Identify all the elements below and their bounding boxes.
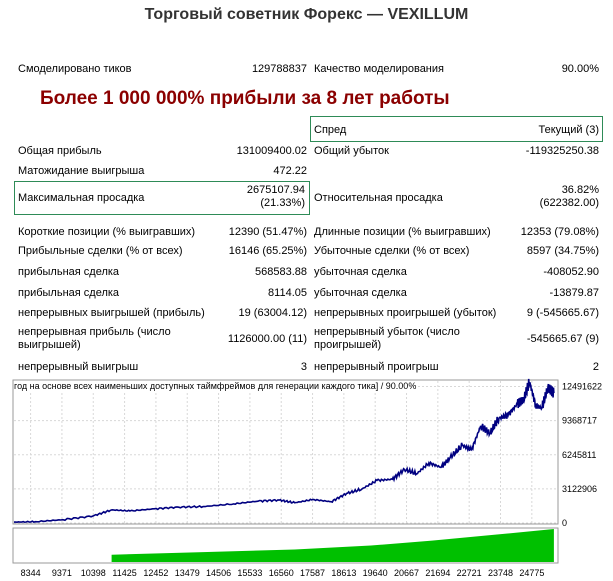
avg-profit-value: 8114.05 — [268, 287, 307, 299]
x-tick-label: 16560 — [269, 568, 294, 578]
rel-drawdown-label: Относительная просадка — [314, 192, 443, 204]
x-tick-label: 12452 — [143, 568, 168, 578]
spread-label: Спред — [314, 124, 347, 136]
quality-value: 90.00% — [561, 63, 599, 75]
expected-payoff-label: Матожидание выигрыша — [18, 165, 145, 177]
x-tick-label: 8344 — [21, 568, 41, 578]
max-cons-profit-value: 1126000.00 (11) — [227, 333, 307, 345]
x-tick-label: 13479 — [175, 568, 200, 578]
max-cons-profit-label-line1: непрерывная прибыль (число — [18, 326, 171, 338]
gross-profit-value: 131009400.02 — [236, 145, 307, 157]
chart-caption: год на основе всех наименьших доступных … — [14, 381, 417, 391]
page-title: Торговый советник Форекс — VEXILLUM — [144, 6, 469, 23]
ticks-value: 129788837 — [251, 63, 307, 75]
y-tick-label: 6245811 — [562, 450, 596, 460]
max-cons-loss-value: -545665.67 (9) — [526, 333, 599, 345]
y-tick-label: 12491622 — [562, 382, 602, 392]
max-drawdown-percent: (21.33%) — [260, 197, 305, 209]
x-tick-label: 9371 — [52, 568, 72, 578]
x-tick-label: 18613 — [331, 568, 356, 578]
volume-area — [111, 529, 554, 562]
y-tick-label: 3122906 — [562, 484, 597, 494]
max-cons-profit-label-line2: выигрышей) — [18, 339, 81, 351]
largest-loss-label: убыточная сделка — [314, 266, 407, 278]
expected-payoff-value: 472.22 — [273, 165, 307, 177]
x-tick-label: 22721 — [457, 568, 482, 578]
gross-profit-label: Общая прибыль — [18, 145, 102, 157]
ticks-label: Смоделировано тиков — [18, 63, 132, 75]
rel-drawdown-value: (622382.00) — [539, 197, 599, 209]
x-tick-label: 19640 — [363, 568, 388, 578]
gross-loss-label: Общий убыток — [314, 145, 389, 157]
x-tick-label: 23748 — [488, 568, 513, 578]
x-tick-label: 10398 — [81, 568, 106, 578]
x-tick-label: 20667 — [394, 568, 419, 578]
quality-label: Качество моделирования — [314, 63, 444, 75]
max-drawdown-value: 2675107.94 — [246, 184, 305, 196]
avg-cons-wins-value: 3 — [300, 361, 307, 373]
largest-loss-value: -408052.90 — [543, 266, 599, 278]
spread-box — [310, 116, 603, 142]
y-tick-label: 9368717 — [562, 416, 597, 426]
x-tick-label: 24775 — [519, 568, 544, 578]
max-cons-loss-label-line2: проигрышей) — [314, 339, 382, 351]
max-drawdown-box — [14, 181, 310, 215]
spread-value: Текущий (3) — [538, 124, 600, 136]
avg-cons-losses-label: непрерывный проигрыш — [314, 361, 439, 373]
avg-loss-label: убыточная сделка — [314, 287, 407, 299]
long-positions-label: Длинные позиции (% выигравших) — [314, 226, 491, 238]
short-positions-value: 12390 (51.47%) — [228, 226, 307, 238]
loss-trades-value: 8597 (34.75%) — [526, 245, 599, 257]
avg-profit-label: прибыльная сделка — [18, 287, 120, 299]
balance-chart: 12491622 9368717 6245811 3122906 0 8344 9371 1… — [12, 378, 602, 578]
rel-drawdown-percent: 36.82% — [561, 184, 599, 196]
loss-trades-label: Убыточные сделки (% от всех) — [314, 245, 470, 257]
max-cons-losses-label: непрерывных проигрышей (убыток) — [314, 307, 497, 319]
x-tick-label: 17587 — [300, 568, 325, 578]
chart-frame — [12, 379, 559, 525]
balance-line — [14, 378, 555, 524]
max-cons-wins-label: непрерывных выигрышей (прибыль) — [18, 307, 205, 319]
max-cons-wins-value: 19 (63004.12) — [238, 307, 308, 319]
avg-loss-value: -13879.87 — [549, 287, 599, 299]
avg-cons-losses-value: 2 — [592, 361, 599, 373]
max-cons-loss-label-line1: непрерывный убыток (число — [314, 326, 460, 338]
largest-profit-label: прибыльная сделка — [18, 266, 120, 278]
avg-cons-wins-label: непрерывный выигрыш — [18, 361, 139, 373]
profit-trades-label: Прибыльные сделки (% от всех) — [18, 245, 183, 257]
largest-profit-value: 568583.88 — [255, 266, 307, 278]
max-cons-losses-value: 9 (-545665.67) — [526, 307, 599, 319]
x-tick-label: 21694 — [425, 568, 450, 578]
gross-loss-value: -119325250.38 — [525, 145, 599, 157]
max-drawdown-label: Максимальная просадка — [18, 192, 145, 204]
x-tick-label: 14506 — [206, 568, 231, 578]
y-tick-label: 0 — [562, 518, 567, 528]
short-positions-label: Короткие позиции (% выигравших) — [18, 226, 196, 238]
long-positions-value: 12353 (79.08%) — [520, 226, 599, 238]
headline-banner: Более 1 000 000% прибыли за 8 лет работы — [40, 88, 450, 109]
x-tick-label: 15533 — [237, 568, 262, 578]
x-tick-label: 11425 — [112, 568, 136, 578]
profit-trades-value: 16146 (65.25%) — [228, 245, 307, 257]
